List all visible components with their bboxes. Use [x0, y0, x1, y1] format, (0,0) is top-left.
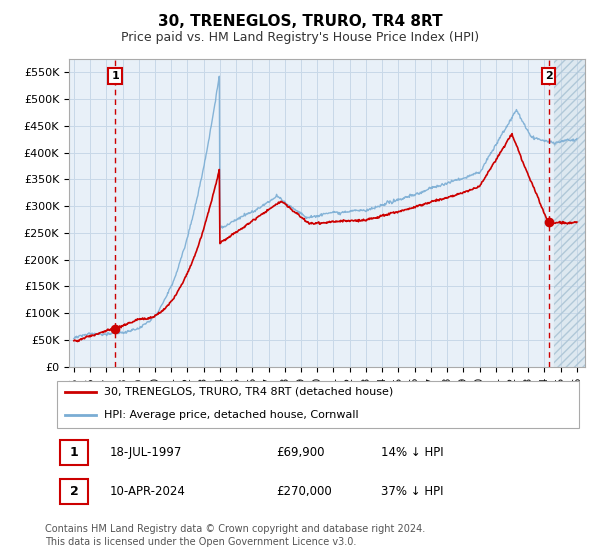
Text: £69,900: £69,900 — [276, 446, 325, 459]
Text: Price paid vs. HM Land Registry's House Price Index (HPI): Price paid vs. HM Land Registry's House … — [121, 31, 479, 44]
Text: 1: 1 — [111, 71, 119, 81]
Bar — [554, 59, 585, 367]
Text: Contains HM Land Registry data © Crown copyright and database right 2024.
This d: Contains HM Land Registry data © Crown c… — [45, 524, 425, 547]
FancyBboxPatch shape — [59, 479, 88, 504]
Text: 14% ↓ HPI: 14% ↓ HPI — [380, 446, 443, 459]
Text: HPI: Average price, detached house, Cornwall: HPI: Average price, detached house, Corn… — [104, 410, 359, 420]
FancyBboxPatch shape — [57, 381, 579, 428]
Text: 18-JUL-1997: 18-JUL-1997 — [109, 446, 182, 459]
Bar — [554, 59, 585, 367]
Text: 30, TRENEGLOS, TRURO, TR4 8RT (detached house): 30, TRENEGLOS, TRURO, TR4 8RT (detached … — [104, 387, 393, 396]
Text: 10-APR-2024: 10-APR-2024 — [109, 485, 185, 498]
Text: 2: 2 — [545, 71, 553, 81]
Text: 1: 1 — [70, 446, 79, 459]
Text: 37% ↓ HPI: 37% ↓ HPI — [380, 485, 443, 498]
FancyBboxPatch shape — [59, 440, 88, 465]
Text: 30, TRENEGLOS, TRURO, TR4 8RT: 30, TRENEGLOS, TRURO, TR4 8RT — [158, 14, 442, 29]
Text: 2: 2 — [70, 485, 79, 498]
Text: £270,000: £270,000 — [276, 485, 332, 498]
